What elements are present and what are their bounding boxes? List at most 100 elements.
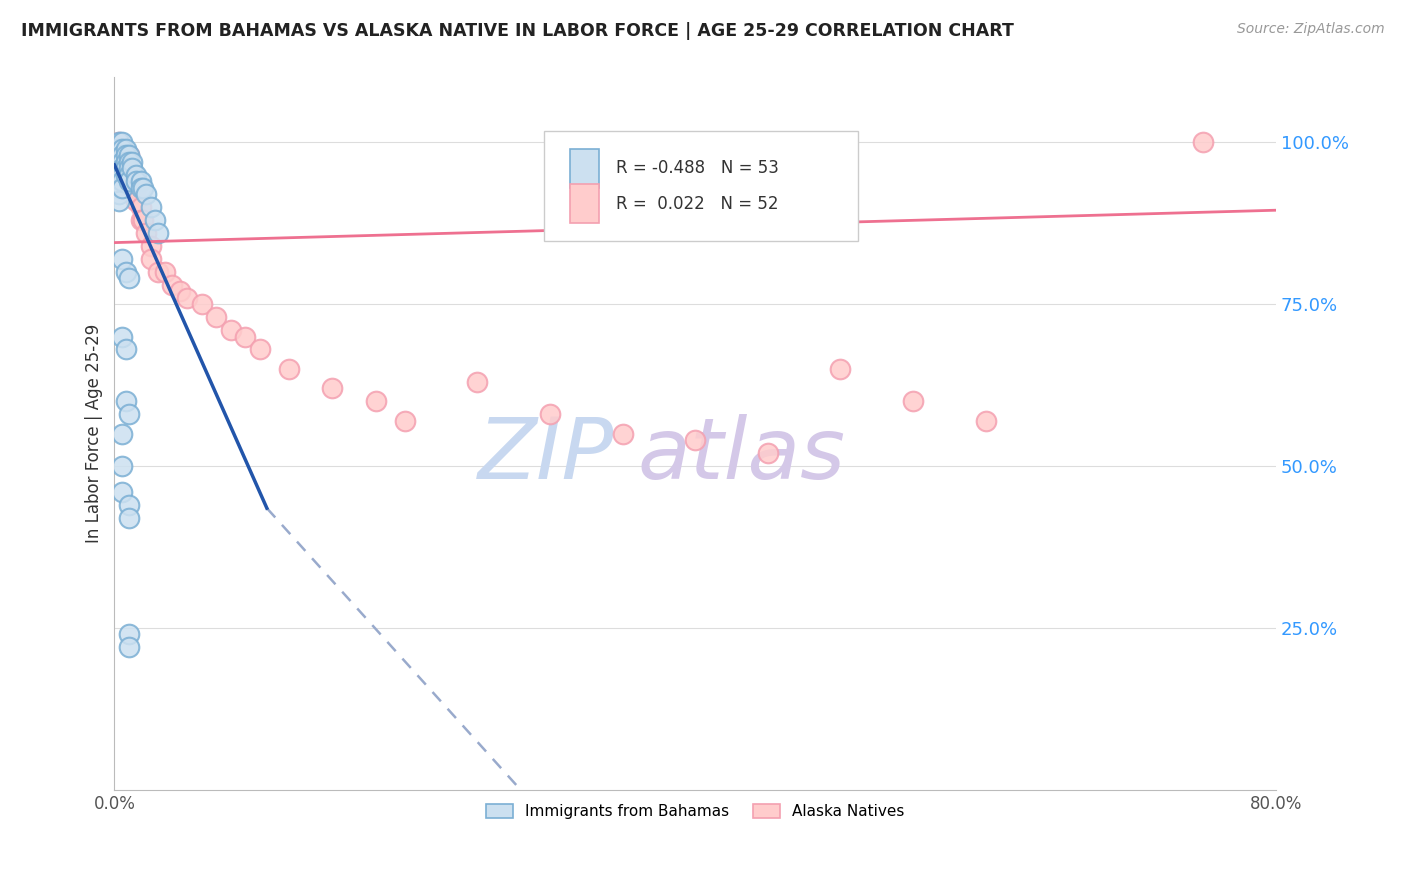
Point xyxy=(118,154,141,169)
Point xyxy=(107,187,129,202)
Point xyxy=(111,148,134,162)
Point xyxy=(143,213,166,227)
Bar xyxy=(569,185,599,224)
Point xyxy=(107,194,129,208)
Point xyxy=(394,414,416,428)
Point xyxy=(176,291,198,305)
Point xyxy=(139,200,162,214)
Point xyxy=(135,187,157,202)
Point xyxy=(118,627,141,641)
Point xyxy=(115,142,138,156)
Point xyxy=(129,200,152,214)
Point xyxy=(111,161,134,175)
Point xyxy=(111,142,134,156)
Point xyxy=(129,174,152,188)
Point xyxy=(107,154,129,169)
Point xyxy=(111,426,134,441)
Point xyxy=(125,180,148,194)
Bar xyxy=(569,149,599,188)
Point xyxy=(118,511,141,525)
Point xyxy=(107,161,129,175)
Point xyxy=(169,284,191,298)
Text: IMMIGRANTS FROM BAHAMAS VS ALASKA NATIVE IN LABOR FORCE | AGE 25-29 CORRELATION : IMMIGRANTS FROM BAHAMAS VS ALASKA NATIVE… xyxy=(21,22,1014,40)
Point xyxy=(125,174,148,188)
Point xyxy=(129,213,152,227)
Point xyxy=(756,446,779,460)
Point xyxy=(115,394,138,409)
Point xyxy=(146,226,169,240)
Point xyxy=(1192,135,1215,149)
Point xyxy=(277,362,299,376)
Point xyxy=(107,135,129,149)
Point xyxy=(155,265,177,279)
Point xyxy=(111,458,134,473)
Point xyxy=(219,323,242,337)
Point xyxy=(115,154,138,169)
Point xyxy=(118,154,141,169)
Point xyxy=(111,154,134,169)
Point xyxy=(115,343,138,357)
Point xyxy=(118,271,141,285)
Point xyxy=(118,407,141,421)
Point xyxy=(118,498,141,512)
Point xyxy=(118,168,141,182)
Point xyxy=(111,168,134,182)
Point xyxy=(129,180,152,194)
Point xyxy=(233,329,256,343)
Text: ZIP: ZIP xyxy=(478,414,614,497)
Point xyxy=(111,154,134,169)
Point xyxy=(107,148,129,162)
Point xyxy=(121,187,143,202)
Point xyxy=(118,640,141,655)
Point xyxy=(190,297,212,311)
Point xyxy=(107,174,129,188)
Text: atlas: atlas xyxy=(637,414,845,497)
Point xyxy=(115,168,138,182)
Point xyxy=(115,154,138,169)
FancyBboxPatch shape xyxy=(544,131,858,242)
Point xyxy=(125,194,148,208)
Point xyxy=(132,180,155,194)
Point xyxy=(107,168,129,182)
Point xyxy=(118,174,141,188)
Point xyxy=(901,394,924,409)
Point xyxy=(107,174,129,188)
Point xyxy=(612,426,634,441)
Point xyxy=(974,414,997,428)
Point xyxy=(118,161,141,175)
Point xyxy=(132,213,155,227)
Point xyxy=(139,252,162,266)
Point xyxy=(146,265,169,279)
Point xyxy=(111,485,134,500)
Point xyxy=(111,161,134,175)
Point xyxy=(107,142,129,156)
Point xyxy=(111,174,134,188)
Point xyxy=(115,174,138,188)
Point xyxy=(205,310,228,324)
Point xyxy=(121,161,143,175)
Point xyxy=(107,142,129,156)
Point xyxy=(125,168,148,182)
Y-axis label: In Labor Force | Age 25-29: In Labor Force | Age 25-29 xyxy=(86,324,103,543)
Point xyxy=(107,154,129,169)
Point xyxy=(107,161,129,175)
Text: R = -0.488   N = 53: R = -0.488 N = 53 xyxy=(616,160,779,178)
Point xyxy=(467,375,489,389)
Point xyxy=(115,148,138,162)
Point xyxy=(162,277,184,292)
Point xyxy=(107,180,129,194)
Point xyxy=(115,265,138,279)
Point xyxy=(249,343,271,357)
Point xyxy=(111,180,134,194)
Point xyxy=(115,161,138,175)
Point xyxy=(111,142,134,156)
Point xyxy=(111,252,134,266)
Text: Source: ZipAtlas.com: Source: ZipAtlas.com xyxy=(1237,22,1385,37)
Point xyxy=(121,154,143,169)
Point xyxy=(111,135,134,149)
Point xyxy=(107,168,129,182)
Point xyxy=(538,407,561,421)
Point xyxy=(118,148,141,162)
Legend: Immigrants from Bahamas, Alaska Natives: Immigrants from Bahamas, Alaska Natives xyxy=(479,797,911,825)
Point xyxy=(135,226,157,240)
